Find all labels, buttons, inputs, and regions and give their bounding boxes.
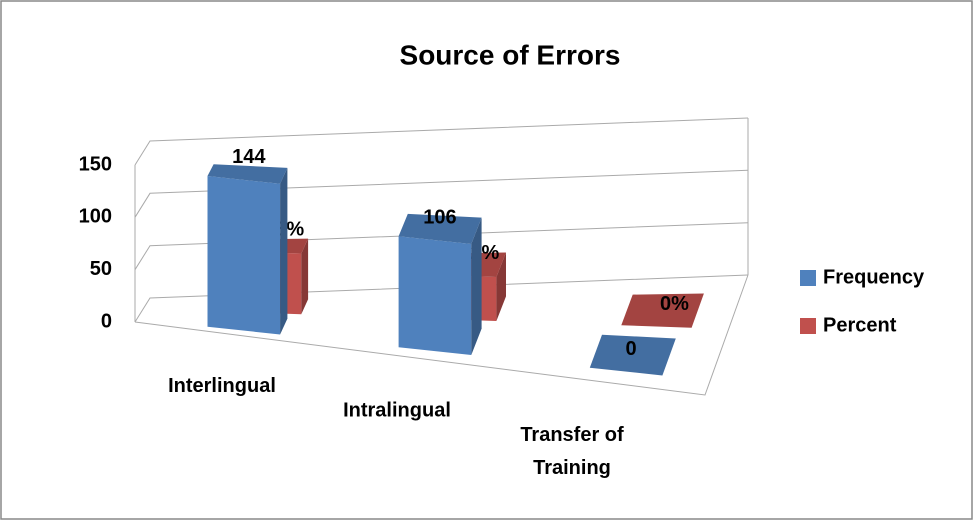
bar-face — [589, 334, 676, 376]
grid-line — [134, 274, 749, 323]
chart-title: Source of Errors — [400, 39, 621, 70]
x-tick-label: Interlingual — [168, 375, 276, 397]
data-label: 0 — [626, 338, 637, 360]
bar-face — [398, 213, 482, 244]
bar-face — [496, 252, 506, 321]
bar — [398, 213, 482, 355]
x-tick-label: Transfer of Training — [520, 424, 624, 479]
bar-face — [398, 236, 472, 355]
bar-face — [621, 293, 704, 328]
bar-face — [207, 176, 281, 335]
legend-label: Frequency — [823, 266, 925, 288]
bar-face — [207, 164, 288, 184]
bar-face — [471, 217, 482, 355]
bar-face — [280, 167, 288, 335]
y-tick-label: 0 — [101, 310, 112, 332]
floor — [134, 274, 749, 396]
data-label: 0% — [660, 293, 689, 315]
x-tick-label: Intralingual — [343, 400, 451, 422]
y-tick-label: 50 — [90, 258, 112, 280]
grid-line — [134, 117, 749, 166]
y-tick-label: 100 — [79, 206, 112, 228]
legend-swatch — [800, 270, 816, 286]
legend-label: Percent — [823, 314, 897, 336]
y-tick-label: 150 — [79, 153, 112, 175]
grid-line — [134, 169, 749, 218]
data-label: 144 — [232, 146, 266, 168]
legend-swatch — [800, 318, 816, 334]
bar — [589, 334, 676, 376]
grid-line — [134, 222, 749, 270]
bar — [621, 293, 704, 328]
bar — [207, 164, 288, 335]
bar-face — [301, 238, 309, 315]
data-label: 106 — [423, 206, 456, 228]
